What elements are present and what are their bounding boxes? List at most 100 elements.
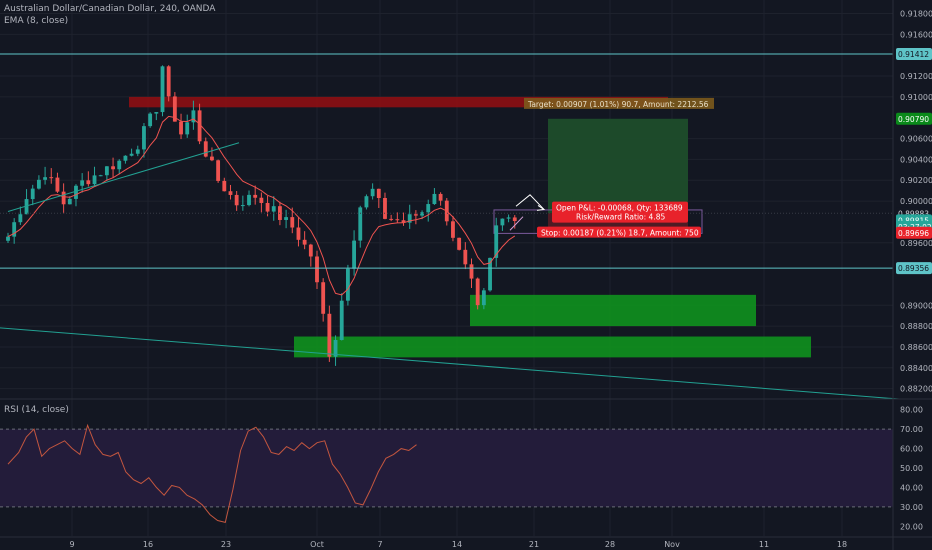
candle-body[interactable] <box>333 339 338 357</box>
candle-body[interactable] <box>104 166 109 176</box>
candle-body[interactable] <box>426 204 431 213</box>
candle-body[interactable] <box>142 126 146 150</box>
candle-body[interactable] <box>6 236 10 241</box>
candle-body[interactable] <box>222 180 227 192</box>
candle-body[interactable] <box>49 177 54 179</box>
candle-body[interactable] <box>210 156 214 161</box>
candle-body[interactable] <box>43 177 47 180</box>
candle-body[interactable] <box>129 153 134 156</box>
pnl-label-box <box>552 201 688 223</box>
candle-body[interactable] <box>30 188 35 200</box>
candle-body[interactable] <box>80 180 85 186</box>
candle-body[interactable] <box>18 214 23 223</box>
candle-body[interactable] <box>179 121 183 135</box>
candle-body[interactable] <box>24 199 29 215</box>
candle-body[interactable] <box>185 122 190 135</box>
candle-body[interactable] <box>271 206 276 212</box>
candle-body[interactable] <box>111 166 115 170</box>
candle-body[interactable] <box>55 177 60 192</box>
candle-body[interactable] <box>228 191 233 195</box>
candle-body[interactable] <box>475 278 480 306</box>
candle-body[interactable] <box>395 219 400 221</box>
candle-body[interactable] <box>216 160 221 181</box>
time-tick-label: 7 <box>377 540 382 549</box>
time-tick-label: 11 <box>759 540 769 549</box>
candle-body[interactable] <box>247 194 251 206</box>
candle-body[interactable] <box>240 205 245 207</box>
candle-body[interactable] <box>98 175 103 177</box>
candle-body[interactable] <box>376 188 381 198</box>
candle-body[interactable] <box>494 225 499 258</box>
candle-body[interactable] <box>500 218 505 226</box>
candle-body[interactable] <box>327 313 332 357</box>
candle-body[interactable] <box>469 264 474 279</box>
price-tick-label: 0.90600 <box>900 135 932 144</box>
candle-body[interactable] <box>315 256 319 283</box>
candle-body[interactable] <box>191 110 196 123</box>
candle-body[interactable] <box>123 155 128 161</box>
candle-body[interactable] <box>197 110 202 142</box>
candle-body[interactable] <box>321 282 326 314</box>
candle-body[interactable] <box>370 188 375 197</box>
candle-body[interactable] <box>451 221 455 238</box>
candle-body[interactable] <box>339 300 344 340</box>
candle-body[interactable] <box>383 197 387 219</box>
chart-title: Australian Dollar/Canadian Dollar, 240, … <box>4 4 216 14</box>
rising-trendline <box>7 142 240 212</box>
candle-body[interactable] <box>506 217 511 219</box>
candle-body[interactable] <box>67 198 72 205</box>
candle-body[interactable] <box>308 244 313 257</box>
candle-body[interactable] <box>253 194 258 198</box>
candle-body[interactable] <box>61 191 66 205</box>
candle-body[interactable] <box>438 193 443 201</box>
candle-body[interactable] <box>420 212 424 216</box>
candle-body[interactable] <box>160 66 165 113</box>
candle-body[interactable] <box>12 222 17 237</box>
candle-body[interactable] <box>290 217 295 228</box>
candle-body[interactable] <box>302 239 307 245</box>
candle-body[interactable] <box>154 112 159 114</box>
candle-body[interactable] <box>457 237 462 250</box>
rsi-line[interactable] <box>7 423 417 524</box>
candle-body[interactable] <box>296 227 301 240</box>
candle-body[interactable] <box>135 149 140 154</box>
candle-body[interactable] <box>401 220 406 223</box>
candle-body[interactable] <box>358 207 363 241</box>
rsi-panel[interactable] <box>0 398 932 524</box>
price-tick-label: 0.88800 <box>900 322 932 331</box>
candle-body[interactable] <box>234 194 239 206</box>
upper-line-price-text: 0.91412 <box>898 50 929 59</box>
candle-body[interactable] <box>259 197 264 203</box>
price-tick-label: 0.90400 <box>900 155 932 164</box>
candle-body[interactable] <box>148 113 153 127</box>
upper-line-price-badge <box>896 47 932 60</box>
rsi-indicator-label: RSI (14, close) <box>4 405 69 415</box>
time-tick-label: Nov <box>664 540 680 549</box>
candle-body[interactable] <box>345 268 350 301</box>
candle-body[interactable] <box>432 193 437 205</box>
candle-body[interactable] <box>284 217 289 220</box>
candle-body[interactable] <box>364 196 369 208</box>
candle-body[interactable] <box>352 240 356 269</box>
support-1-zone <box>470 294 756 327</box>
candle-body[interactable] <box>203 141 208 157</box>
candle-body[interactable] <box>463 249 468 265</box>
candle-body[interactable] <box>407 214 412 223</box>
rsi-tick-label: 60.00 <box>900 445 923 454</box>
candle-body[interactable] <box>166 66 171 97</box>
candle-body[interactable] <box>172 96 177 122</box>
candle-body[interactable] <box>36 179 41 189</box>
candle-body[interactable] <box>413 214 418 216</box>
candles-layer[interactable] <box>6 65 517 366</box>
candle-body[interactable] <box>389 218 394 220</box>
candle-body[interactable] <box>512 217 517 222</box>
candle-body[interactable] <box>481 290 486 306</box>
candle-body[interactable] <box>117 160 122 170</box>
candle-body[interactable] <box>86 180 91 185</box>
candle-body[interactable] <box>488 257 492 291</box>
candle-body[interactable] <box>74 185 78 199</box>
candle-body[interactable] <box>265 202 270 212</box>
price-tick-label: 0.91600 <box>900 30 932 39</box>
candle-body[interactable] <box>92 175 97 185</box>
